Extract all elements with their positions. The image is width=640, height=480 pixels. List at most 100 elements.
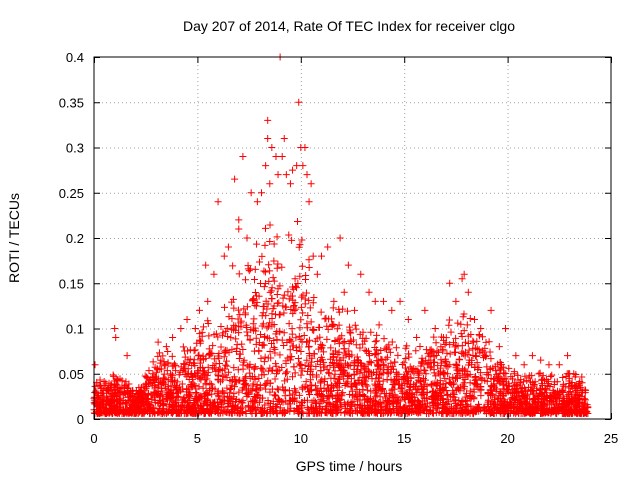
data-point xyxy=(237,398,245,406)
data-point xyxy=(263,410,271,418)
data-point xyxy=(399,406,407,414)
data-point xyxy=(239,346,247,354)
data-point xyxy=(421,306,429,314)
data-point xyxy=(157,379,165,387)
data-point xyxy=(529,379,537,387)
data-point xyxy=(154,390,162,398)
data-point xyxy=(129,386,137,394)
data-point xyxy=(228,326,236,334)
data-point xyxy=(110,385,118,393)
data-point xyxy=(286,180,294,188)
data-point xyxy=(293,347,301,355)
data-point xyxy=(282,303,290,311)
data-point xyxy=(383,353,391,361)
data-point xyxy=(440,370,448,378)
data-point xyxy=(230,304,238,312)
data-point xyxy=(262,162,270,170)
data-point xyxy=(230,321,238,329)
data-point xyxy=(288,353,296,361)
data-point xyxy=(573,402,581,410)
data-point xyxy=(429,347,437,355)
data-point xyxy=(233,378,241,386)
data-point xyxy=(517,387,525,395)
data-point xyxy=(259,341,267,349)
data-point xyxy=(318,390,326,398)
data-point xyxy=(239,396,247,404)
data-point xyxy=(258,342,266,350)
data-point xyxy=(403,370,411,378)
data-point xyxy=(460,385,468,393)
data-point xyxy=(179,385,187,393)
data-point xyxy=(252,334,260,342)
data-point xyxy=(150,377,158,385)
data-point xyxy=(199,364,207,372)
data-point xyxy=(565,380,573,388)
data-point xyxy=(373,346,381,354)
data-point xyxy=(538,391,546,399)
data-point xyxy=(471,380,479,388)
data-point xyxy=(568,393,576,401)
data-point xyxy=(144,389,152,397)
data-point xyxy=(224,332,232,340)
data-point xyxy=(336,234,344,242)
data-point xyxy=(281,387,289,395)
data-point xyxy=(468,356,476,364)
data-point xyxy=(285,231,293,239)
data-point xyxy=(276,407,284,415)
data-point xyxy=(416,342,424,350)
x-tick-label: 10 xyxy=(294,431,308,446)
data-point xyxy=(457,320,465,328)
data-point xyxy=(584,403,592,411)
data-point xyxy=(430,333,438,341)
data-point xyxy=(538,375,546,383)
data-point xyxy=(438,359,446,367)
data-point xyxy=(479,348,487,356)
data-point xyxy=(91,361,99,369)
data-point xyxy=(367,359,375,367)
data-point xyxy=(484,396,492,404)
data-point xyxy=(374,365,382,373)
data-point xyxy=(155,391,163,399)
data-point xyxy=(359,328,367,336)
data-point xyxy=(459,373,467,381)
data-point xyxy=(305,296,313,304)
data-point xyxy=(272,370,280,378)
data-point xyxy=(278,397,286,405)
data-point xyxy=(401,395,409,403)
data-point xyxy=(512,403,520,411)
data-point xyxy=(154,409,162,417)
data-point xyxy=(225,368,233,376)
data-point xyxy=(428,388,436,396)
data-point xyxy=(483,377,491,385)
data-point xyxy=(542,408,550,416)
data-point xyxy=(197,356,205,364)
data-point xyxy=(393,372,401,380)
data-point xyxy=(373,337,381,345)
data-point xyxy=(242,373,250,381)
data-point xyxy=(190,347,198,355)
data-point xyxy=(426,364,434,372)
data-point xyxy=(446,279,454,287)
data-point xyxy=(323,398,331,406)
data-point xyxy=(380,297,388,305)
data-point xyxy=(234,306,242,314)
data-point xyxy=(437,343,445,351)
data-point xyxy=(327,384,335,392)
data-point xyxy=(98,384,106,392)
data-point xyxy=(286,335,294,343)
data-point xyxy=(361,364,369,372)
data-point xyxy=(408,365,416,373)
data-point xyxy=(181,353,189,361)
data-point xyxy=(528,352,536,360)
data-point xyxy=(338,363,346,371)
data-point xyxy=(550,394,558,402)
data-point xyxy=(345,350,353,358)
data-point xyxy=(456,372,464,380)
data-point xyxy=(169,334,177,342)
data-point xyxy=(114,400,122,408)
data-point xyxy=(270,344,278,352)
data-point xyxy=(469,352,477,360)
data-point xyxy=(341,338,349,346)
data-point xyxy=(143,405,151,413)
data-point xyxy=(385,370,393,378)
